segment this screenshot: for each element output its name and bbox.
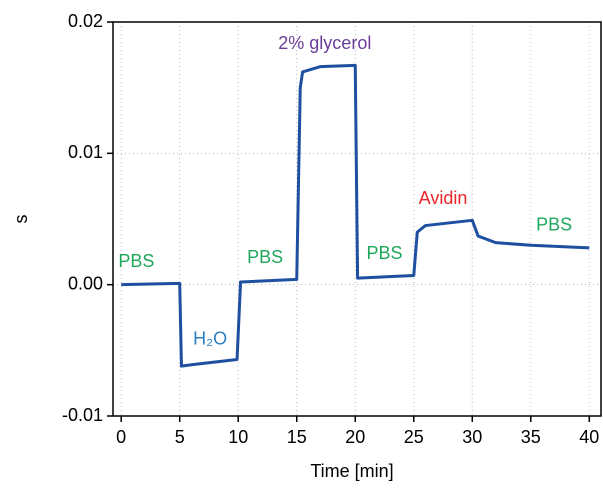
annotation: PBS bbox=[118, 251, 154, 271]
x-axis-title: Time [min] bbox=[310, 461, 393, 481]
y-tick-label: 0.00 bbox=[68, 273, 103, 293]
annotation: 2% glycerol bbox=[278, 33, 371, 53]
x-tick-label: 35 bbox=[521, 427, 541, 447]
x-tick-label: 40 bbox=[579, 427, 599, 447]
annotation: PBS bbox=[247, 247, 283, 267]
data-line bbox=[121, 63, 590, 368]
annotation: H₂O bbox=[193, 329, 227, 349]
plot-frame bbox=[112, 21, 602, 417]
y-tick-label: 0.02 bbox=[68, 11, 103, 31]
x-tick-label: 30 bbox=[462, 427, 482, 447]
y-axis-title: s bbox=[11, 215, 31, 224]
x-tick-label: 25 bbox=[404, 427, 424, 447]
y-tick-label: 0.01 bbox=[68, 142, 103, 162]
x-tick-label: 5 bbox=[175, 427, 185, 447]
annotation: PBS bbox=[366, 243, 402, 263]
x-tick-label: 20 bbox=[345, 427, 365, 447]
annotation: Avidin bbox=[419, 188, 468, 208]
x-tick-label: 0 bbox=[116, 427, 126, 447]
annotation: PBS bbox=[536, 214, 572, 234]
x-tick-label: 15 bbox=[287, 427, 307, 447]
y-tick-label: -0.01 bbox=[62, 405, 103, 425]
x-tick-label: 10 bbox=[228, 427, 248, 447]
